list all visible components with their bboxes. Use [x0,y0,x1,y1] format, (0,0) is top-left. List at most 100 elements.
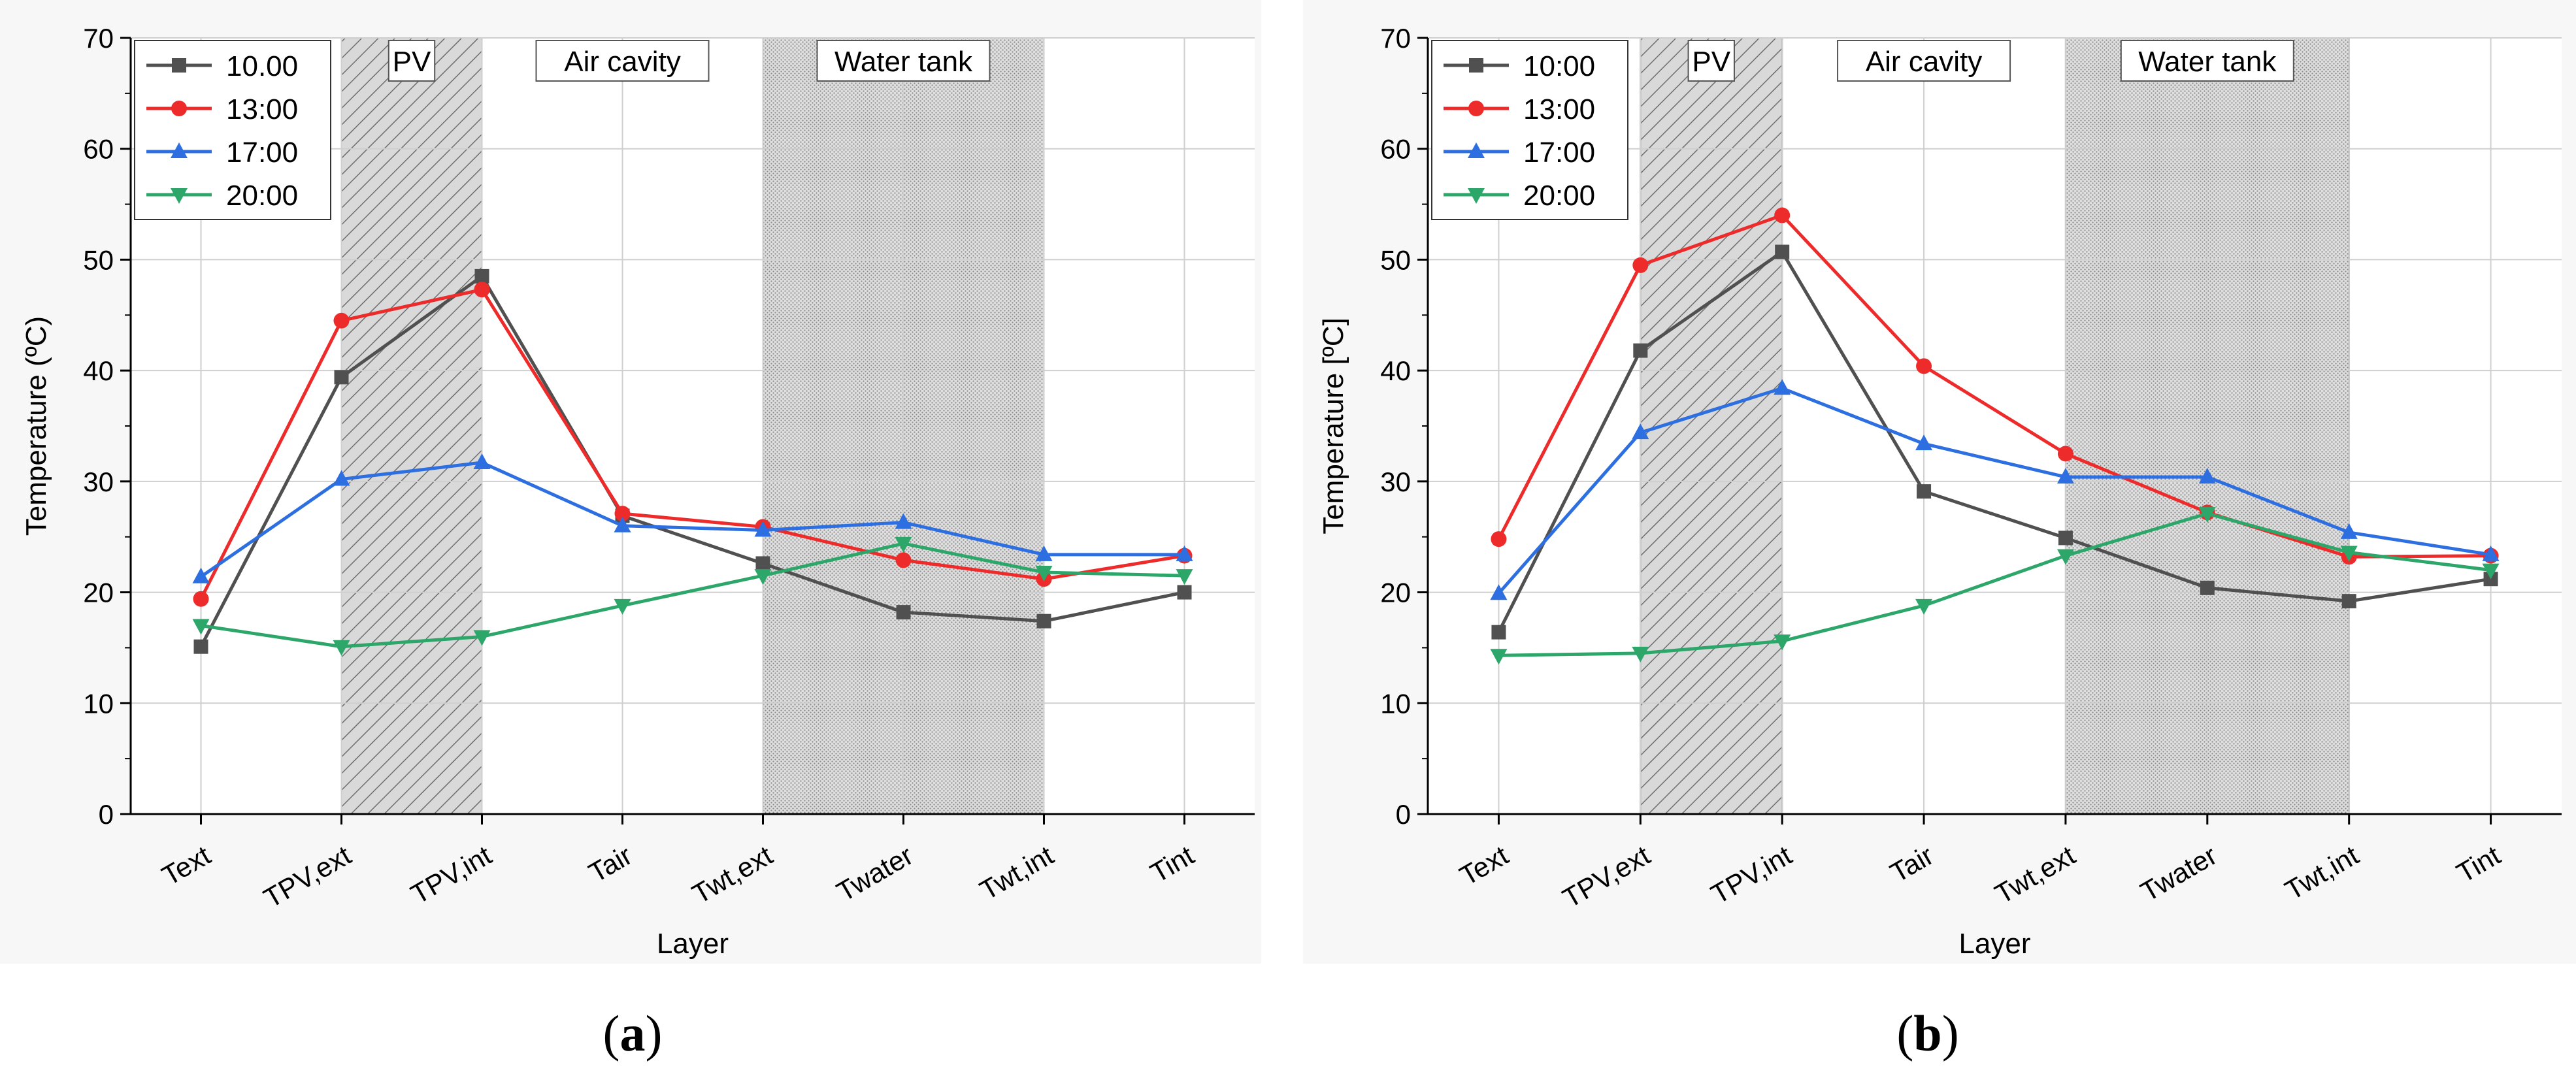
chart-a-series-0-point-7 [1177,585,1192,600]
chart-a-region-label-box-1 [535,40,710,82]
chart-a-series-0-point-0 [193,639,208,654]
chart-b-region-label-0: PV [1692,46,1730,78]
chart-a-region-label-2: Water tank [834,46,973,78]
chart-a-series-1-point-2 [474,282,490,298]
chart-a-series-3-point-4 [754,569,772,585]
chart-b-series-3-line [1498,512,2491,657]
chart-a-series-2-point-7 [1176,545,1193,561]
chart-b-legend-marker-0 [1469,58,1483,73]
chart-a-legend-label-3: 20:00 [226,180,298,212]
chart-b-series-2-point-1 [1632,423,1649,440]
chart-a-series-2-point-2 [473,453,491,470]
chart-a-region-0 [340,37,483,815]
chart-b-series-0-point-5 [2200,580,2215,595]
chart-a-legend-marker-0 [172,58,186,73]
chart-b-legend-marker-2 [1468,142,1485,158]
chart-b-legend-label-0: 10:00 [1523,50,1595,82]
chart-a-region-label-0: PV [393,46,431,78]
chart-b-y-tick-label-1: 10 [1380,688,1411,719]
chart-b-region-label-box-1 [1837,40,2011,82]
chart-a-series-2-point-0 [192,567,210,583]
chart-a-series-0-line [199,274,1185,647]
chart-b-legend-label-3: 20:00 [1523,180,1595,212]
chart-b-region-label-box-2 [2120,40,2294,82]
chart-a-series-2-point-4 [754,521,772,537]
chart-b-region-label-1: Air cavity [1866,46,1982,78]
chart-a-y-tick-label-5: 50 [83,244,114,275]
chart-b-series-3-point-0 [1490,649,1508,665]
chart-a-series-1-line [199,287,1185,600]
chart-a-legend-label-2: 17:00 [226,137,298,169]
chart-a-series-3-point-7 [1176,569,1193,585]
chart-b-series-3-point-7 [2482,563,2500,580]
chart-b-series-1-point-3 [1916,358,1932,374]
chart-a-legend-label-1: 13:00 [226,93,298,125]
chart-b-series-1-line [1497,214,2491,559]
chart-a-series-0-point-5 [896,605,911,620]
chart-a-series-1-point-0 [193,591,209,607]
chart-b-region-label-2: Water tank [2138,46,2277,78]
chart-b-y-tick-label-4: 40 [1380,355,1411,386]
chart-a-series-1-point-5 [895,552,912,568]
chart-b-series-2-point-2 [1774,379,1791,395]
chart-a-y-tick-label-1: 10 [83,688,114,719]
chart-a-series-3-line [201,542,1185,649]
chart-a-series-3-point-3 [614,598,631,615]
chart-b-series-1-point-2 [1774,207,1791,223]
chart-b-series-3-point-6 [2340,546,2358,562]
chart-a-legend-label-0: 10.00 [226,50,298,82]
chart-a-series-2-point-6 [1035,545,1053,561]
chart-b-y-tick-label-5: 50 [1380,244,1411,275]
chart-b-series-3-point-4 [2056,549,2074,565]
chart-panel-a: PV Air cavity Water tank010203040506070Tex… [20,23,1255,960]
chart-a-series-2-point-3 [614,516,631,532]
chart-a-region-label-box-2 [816,40,991,82]
chart-b-y-axis-title: Temperature [ºC] [1317,318,1349,534]
chart-b-series-0-line [1497,250,2491,633]
chart-a-series-0-point-1 [334,370,349,385]
chart-b-series-0-point-1 [1633,343,1648,358]
chart-b-y-tick-label-6: 60 [1380,134,1411,165]
chart-b-series-0-point-4 [2058,531,2073,546]
chart-a-y-tick-label-4: 40 [83,355,114,386]
chart-a-series-3-point-1 [333,640,350,656]
chart-a-series-0-point-2 [474,269,489,284]
chart-b-legend-box [1431,40,1628,220]
chart-b-series-3-point-2 [1774,634,1791,651]
chart-b-series-2-point-7 [2482,545,2500,561]
chart-b-series-0-point-6 [2341,594,2356,609]
chart-b-legend-label-2: 17:00 [1523,137,1595,169]
chart-a-region-label-box-0 [388,40,436,82]
chart-a-series-3-point-2 [473,630,491,646]
chart-a-y-tick-label-3: 30 [83,466,114,497]
chart-b-series-2-point-3 [1915,434,1933,451]
chart-a-legend-box [134,40,331,220]
chart-a-legend-marker-1 [171,101,187,116]
caption-a: (a) [603,1005,663,1062]
chart-b-series-3-point-3 [1915,598,1933,615]
chart-b-y-tick-label-0: 0 [1396,799,1411,830]
chart-b-series-2-point-0 [1490,584,1508,600]
chart-a-legend-marker-3 [171,188,188,204]
chart-a-series-3-point-0 [192,619,210,635]
chart-b-legend-marker-1 [1468,101,1484,116]
chart-b-region-label-box-0 [1687,40,1735,82]
chart-a-series-0-point-6 [1036,613,1051,629]
chart-a-series-1-point-1 [333,312,350,329]
chart-a-y-tick-label-0: 0 [99,799,114,830]
chart-a-region-label-1: Air cavity [564,46,680,78]
chart-b-series-2-point-5 [2198,468,2216,484]
chart-a-y-tick-label-2: 20 [83,578,114,608]
chart-b-series-3-point-1 [1632,646,1649,662]
chart-b-series-2-point-6 [2340,523,2358,539]
chart-b-y-tick-label-2: 20 [1380,578,1411,608]
chart-b-x-axis-title: Layer [1958,928,2030,960]
chart-a-x-axis-title: Layer [657,928,729,960]
chart-b-series-2-point-4 [2056,468,2074,484]
chart-b-y-tick-label-3: 30 [1380,466,1411,497]
chart-b-series-1-point-4 [2057,446,2073,462]
chart-a-series-0-point-4 [755,556,770,571]
chart-b-legend-label-1: 13:00 [1523,93,1595,125]
chart-b-series-0-point-0 [1491,625,1506,640]
